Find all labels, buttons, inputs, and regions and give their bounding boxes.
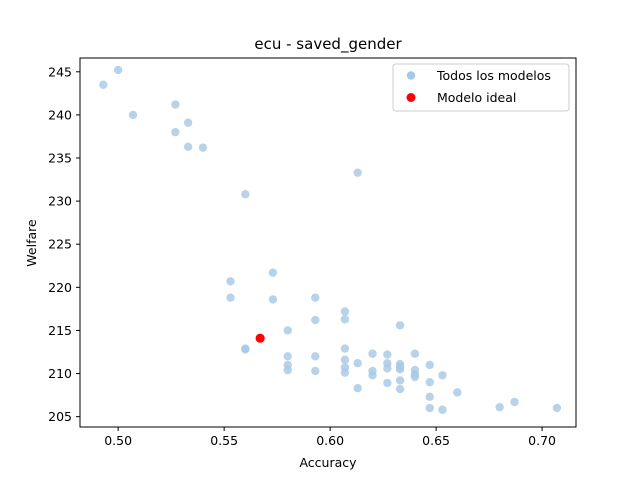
data-point-todos-los-modelos-10 bbox=[226, 277, 235, 286]
data-point-todos-los-modelos-42 bbox=[395, 365, 405, 374]
data-point-todos-los-modelos-53 bbox=[425, 392, 434, 402]
data-point-todos-los-modelos-52 bbox=[453, 388, 462, 397]
data-point-todos-los-modelos-9 bbox=[353, 168, 362, 177]
data-point-todos-los-modelos-21 bbox=[241, 345, 250, 354]
y-tick-label: 230 bbox=[48, 194, 72, 209]
x-tick-label: 0.60 bbox=[316, 433, 344, 448]
data-point-todos-los-modelos-37 bbox=[340, 368, 350, 377]
data-point-todos-los-modelos-26 bbox=[368, 349, 377, 358]
data-point-todos-los-modelos-0 bbox=[99, 80, 108, 89]
x-axis-label: Accuracy bbox=[299, 455, 357, 470]
y-tick-label: 245 bbox=[48, 64, 72, 79]
data-point-todos-los-modelos-12 bbox=[226, 293, 235, 302]
data-point-todos-los-modelos-17 bbox=[311, 315, 320, 325]
data-point-todos-los-modelos-15 bbox=[340, 307, 350, 316]
legend: Todos los modelos Modelo ideal bbox=[392, 63, 570, 112]
data-point-todos-los-modelos-19 bbox=[395, 321, 405, 330]
legend-label-modelo-ideal: Modelo ideal bbox=[437, 90, 516, 105]
data-point-todos-los-modelos-46 bbox=[438, 371, 447, 380]
x-tick-label: 0.65 bbox=[422, 433, 450, 448]
data-point-todos-los-modelos-55 bbox=[438, 405, 447, 414]
y-tick-label: 215 bbox=[48, 323, 72, 338]
legend-marker-todos-los-modelos bbox=[406, 71, 416, 80]
data-point-todos-los-modelos-58 bbox=[552, 403, 562, 413]
data-point-todos-los-modelos-56 bbox=[495, 402, 504, 412]
data-point-todos-los-modelos-51 bbox=[395, 384, 405, 394]
y-axis-label: Welfare bbox=[24, 219, 39, 267]
data-point-todos-los-modelos-18 bbox=[283, 326, 292, 335]
data-point-todos-los-modelos-23 bbox=[283, 352, 292, 361]
data-point-todos-los-modelos-7 bbox=[198, 143, 208, 152]
data-point-todos-los-modelos-22 bbox=[340, 344, 350, 353]
y-tick-label: 205 bbox=[48, 409, 72, 424]
data-point-todos-los-modelos-3 bbox=[171, 100, 180, 109]
x-tick-label: 0.70 bbox=[528, 433, 556, 448]
data-point-todos-los-modelos-54 bbox=[425, 403, 434, 413]
data-point-todos-los-modelos-8 bbox=[241, 190, 250, 199]
data-point-todos-los-modelos-49 bbox=[383, 378, 392, 388]
data-point-todos-los-modelos-40 bbox=[383, 364, 392, 373]
legend-marker-modelo-ideal bbox=[406, 93, 416, 102]
data-point-todos-los-modelos-45 bbox=[410, 372, 420, 382]
plot-frame bbox=[79, 57, 577, 428]
y-axis: 205 210 215 220 225 230 235 240 245 bbox=[48, 64, 80, 424]
data-point-todos-los-modelos-1 bbox=[113, 65, 123, 75]
data-point-todos-los-modelos-16 bbox=[340, 315, 350, 324]
data-point-todos-los-modelos-4 bbox=[171, 127, 180, 137]
data-point-todos-los-modelos-14 bbox=[311, 293, 320, 302]
data-point-todos-los-modelos-2 bbox=[128, 110, 138, 120]
data-point-todos-los-modelos-35 bbox=[311, 366, 320, 376]
y-tick-label: 235 bbox=[48, 151, 72, 166]
data-point-todos-los-modelos-5 bbox=[183, 118, 193, 127]
data-point-todos-los-modelos-48 bbox=[425, 377, 434, 387]
legend-label-todos-los-modelos: Todos los modelos bbox=[436, 68, 551, 83]
data-point-todos-los-modelos-24 bbox=[311, 352, 320, 361]
y-tick-label: 220 bbox=[48, 280, 72, 295]
x-tick-label: 0.55 bbox=[210, 433, 238, 448]
data-point-todos-los-modelos-11 bbox=[268, 268, 278, 277]
data-point-todos-los-modelos-29 bbox=[353, 359, 362, 368]
points-layer bbox=[99, 65, 562, 414]
data-point-todos-los-modelos-25 bbox=[340, 355, 350, 364]
x-tick-label: 0.50 bbox=[104, 433, 132, 448]
data-point-todos-los-modelos-57 bbox=[510, 397, 519, 407]
data-point-todos-los-modelos-27 bbox=[383, 350, 392, 359]
chart-title: ecu - saved_gender bbox=[254, 35, 402, 54]
data-point-todos-los-modelos-32 bbox=[425, 360, 434, 370]
data-point-todos-los-modelos-39 bbox=[368, 371, 377, 380]
data-point-todos-los-modelos-6 bbox=[183, 142, 193, 151]
y-tick-label: 240 bbox=[48, 107, 72, 122]
data-point-todos-los-modelos-28 bbox=[410, 349, 420, 358]
x-axis: 0.50 0.55 0.60 0.65 0.70 bbox=[104, 427, 556, 448]
data-point-modelo-ideal-0 bbox=[255, 333, 265, 343]
data-point-todos-los-modelos-50 bbox=[353, 384, 362, 393]
data-point-todos-los-modelos-13 bbox=[268, 295, 278, 304]
data-point-todos-los-modelos-34 bbox=[283, 365, 292, 375]
y-tick-label: 225 bbox=[48, 237, 72, 252]
data-point-todos-los-modelos-47 bbox=[395, 376, 405, 385]
y-tick-label: 210 bbox=[48, 366, 72, 381]
legend-box bbox=[392, 63, 570, 112]
